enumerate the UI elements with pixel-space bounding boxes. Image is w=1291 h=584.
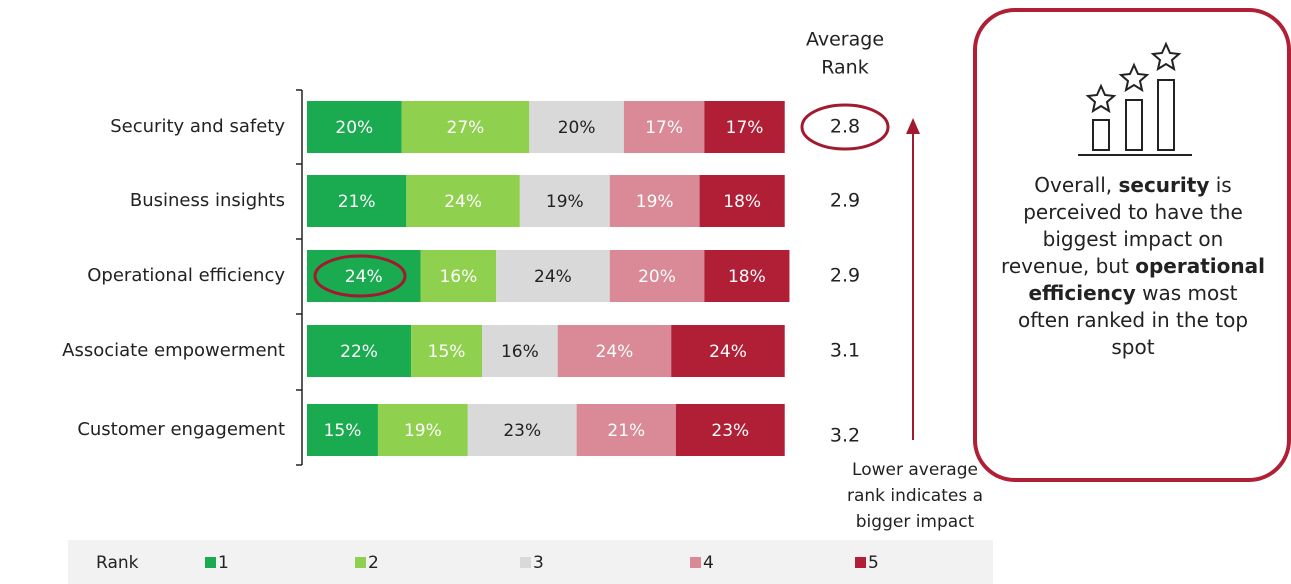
legend-title: Rank [96, 553, 139, 573]
value-label: 16% [501, 342, 539, 362]
callout-text: Overall, security is perceived to have t… [1000, 172, 1266, 361]
category-label: Operational efficiency [87, 265, 285, 286]
value-label: 27% [447, 118, 485, 138]
legend-swatch [520, 557, 531, 568]
callout-segment: operational efficiency [1028, 254, 1265, 305]
category-label: Security and safety [110, 116, 285, 137]
bar-segment [482, 325, 558, 377]
legend-label: 3 [533, 553, 544, 573]
bar-segment [307, 404, 378, 456]
bar-segment [467, 404, 577, 456]
legend-swatch [205, 557, 216, 568]
value-label: 18% [728, 267, 766, 287]
arrow-note: Lower average [852, 460, 978, 480]
value-label: 19% [636, 192, 674, 212]
bar-segment [704, 250, 790, 302]
bar-segment [675, 404, 785, 456]
value-label: 18% [723, 192, 761, 212]
legend-swatch [855, 557, 866, 568]
value-label: 17% [726, 118, 764, 138]
callout-icon [1078, 41, 1192, 156]
bar-segment [576, 404, 676, 456]
bar-segment [699, 175, 785, 227]
category-label: Customer engagement [77, 419, 285, 440]
bar-segment [623, 101, 705, 153]
bar-segment [406, 175, 520, 227]
legend-label: 5 [868, 553, 879, 573]
category-label: Business insights [130, 190, 285, 211]
bar-segment [557, 325, 672, 377]
legend-label: 4 [703, 553, 714, 573]
value-label: 24% [534, 267, 572, 287]
arrow-head [906, 118, 920, 134]
average-rank: 2.9 [830, 265, 860, 287]
arrow-note: bigger impact [856, 512, 975, 532]
bar-segment [307, 250, 421, 302]
bar-segment [609, 250, 705, 302]
bar-segment [519, 175, 610, 227]
bar-segment [671, 325, 785, 377]
callout-box [973, 8, 1291, 482]
bar-segment [420, 250, 497, 302]
value-label: 23% [503, 421, 541, 441]
highlight-ellipse [800, 103, 890, 151]
bar-segment [401, 101, 530, 153]
bar-segment [307, 325, 412, 377]
category-label: Associate empowerment [62, 340, 285, 361]
legend-label: 2 [368, 553, 379, 573]
average-rank: 2.8 [830, 116, 860, 138]
average-rank-title: Average [806, 29, 884, 51]
value-label: 24% [596, 342, 634, 362]
average-rank-title: Rank [821, 57, 868, 79]
callout-segment: is perceived to have the biggest impact … [1001, 173, 1243, 278]
bar-segment [377, 404, 468, 456]
bar-segment [496, 250, 610, 302]
bar-segment [609, 175, 700, 227]
arrow-note: rank indicates a [847, 486, 983, 506]
value-label: 20% [335, 118, 373, 138]
value-label: 24% [444, 192, 482, 212]
value-label: 15% [428, 342, 466, 362]
average-rank: 2.9 [830, 190, 860, 212]
value-label: 19% [546, 192, 584, 212]
value-label: 22% [340, 342, 378, 362]
callout-segment: security [1118, 173, 1210, 197]
bar-segment [307, 101, 402, 153]
legend-label: 1 [218, 553, 229, 573]
legend-swatch [690, 557, 701, 568]
average-rank: 3.1 [830, 340, 860, 362]
value-label: 23% [711, 421, 749, 441]
highlight-ellipse [313, 254, 407, 298]
bar-segment [307, 175, 407, 227]
value-label: 20% [638, 267, 676, 287]
value-label: 17% [645, 118, 683, 138]
value-label: 21% [607, 421, 645, 441]
value-label: 19% [404, 421, 442, 441]
value-label: 21% [338, 192, 376, 212]
value-label: 15% [324, 421, 362, 441]
callout-segment: was most often ranked in the top spot [1017, 281, 1249, 359]
value-label: 16% [439, 267, 477, 287]
value-label: 24% [345, 267, 383, 287]
bar-segment [411, 325, 483, 377]
value-label: 20% [558, 118, 596, 138]
value-label: 24% [709, 342, 747, 362]
bar-segment [704, 101, 785, 153]
bar-segment [529, 101, 624, 153]
callout-segment: Overall, [1034, 173, 1119, 197]
legend-swatch [355, 557, 366, 568]
average-rank: 3.2 [830, 425, 860, 447]
